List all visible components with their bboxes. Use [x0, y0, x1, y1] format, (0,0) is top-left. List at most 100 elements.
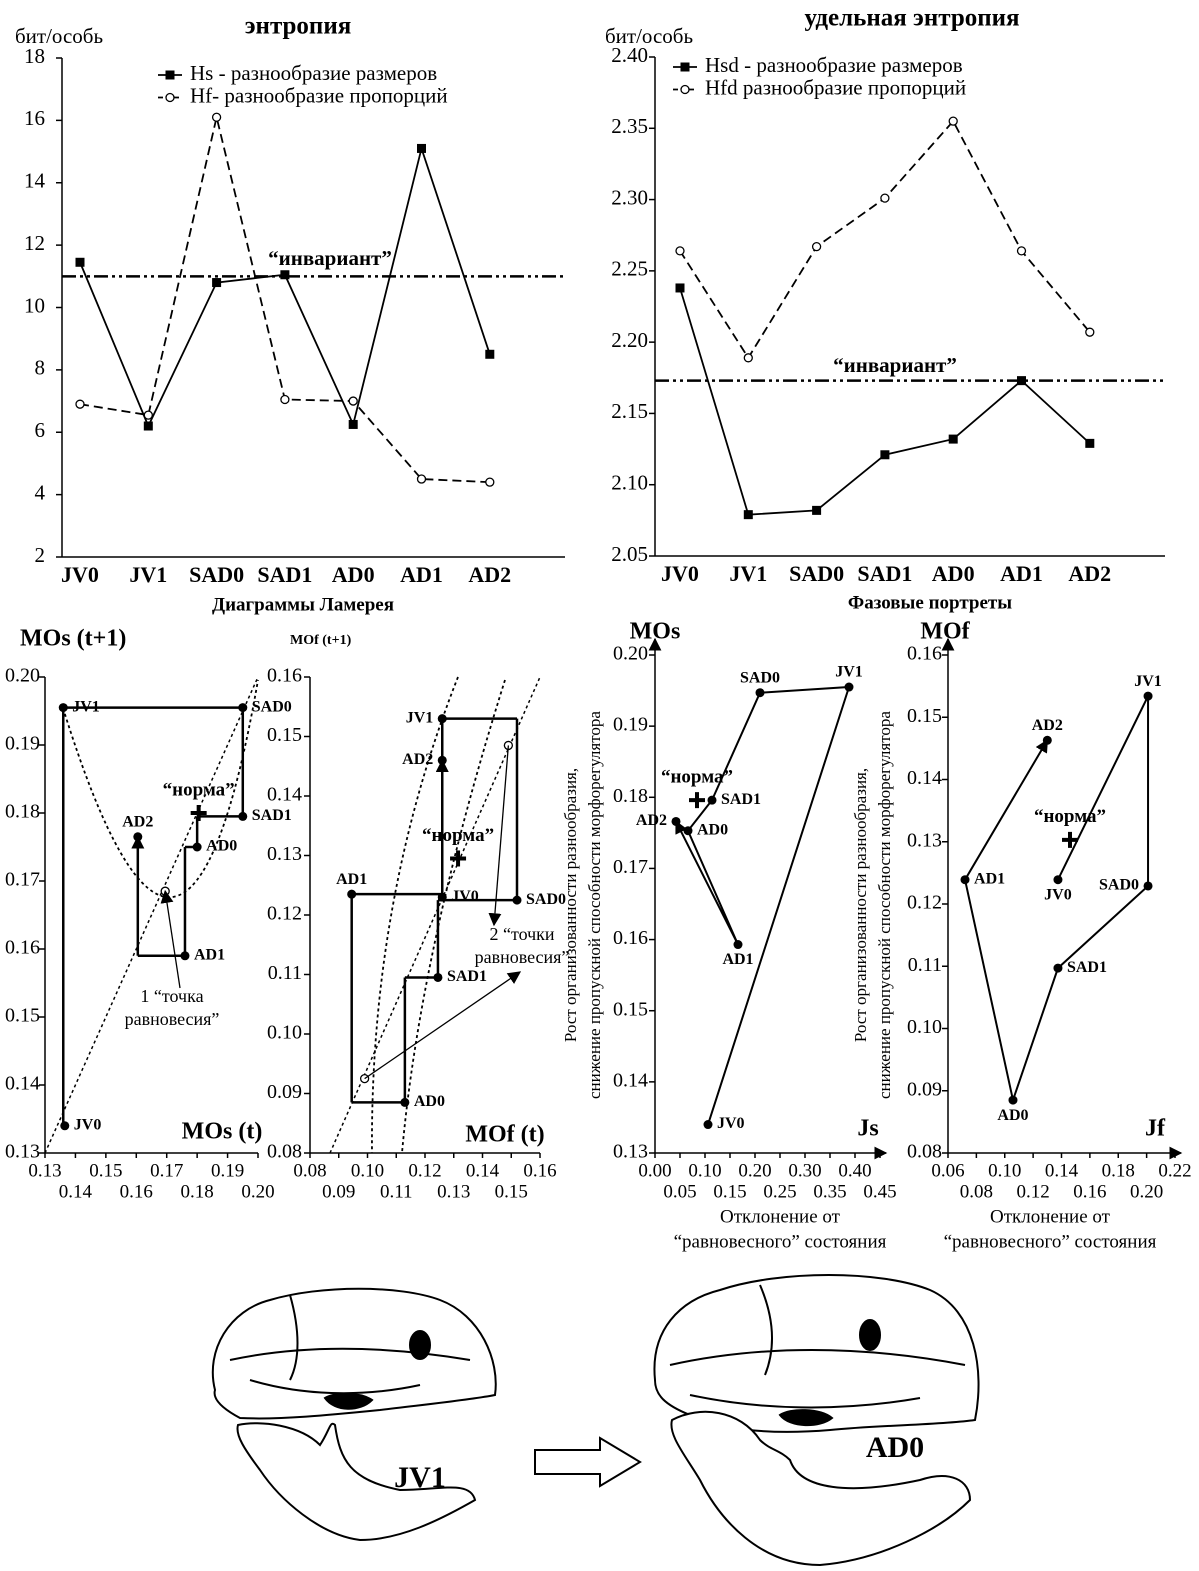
- norm-label: “норма”: [163, 779, 235, 800]
- y-tick-label: 2.25: [611, 257, 648, 281]
- y-tick-label: 0.13: [5, 1141, 40, 1163]
- x-tick-label: 0.00: [638, 1160, 671, 1181]
- data-point: [675, 246, 685, 256]
- point-label: AD0: [697, 821, 728, 838]
- section-heading: Диаграммы Ламерея: [212, 594, 394, 615]
- x-tick-label: 0.11: [380, 1181, 413, 1202]
- data-point: [238, 703, 248, 713]
- point-label: AD1: [974, 870, 1005, 887]
- point-label: SAD0: [740, 669, 780, 686]
- y-tick-label: 0.14: [907, 767, 942, 789]
- y-axis-title: Рост организованности разнообразия,: [561, 768, 580, 1042]
- x-tick-label: 0.05: [663, 1181, 696, 1202]
- illustration-label: JV1: [394, 1461, 446, 1494]
- point-label: AD1: [722, 951, 753, 968]
- x-tick-label: 0.13: [28, 1160, 61, 1181]
- norm-label: “норма”: [422, 825, 494, 846]
- data-point: [733, 940, 743, 950]
- x-axis-title: “равновесного” состояния: [674, 1231, 887, 1252]
- point-label: AD2: [402, 751, 433, 768]
- x-tick-label: 0.08: [960, 1181, 993, 1202]
- y-tick-label: 0.10: [907, 1016, 942, 1038]
- identity-line: [329, 676, 541, 1154]
- y-tick-label: 0.14: [5, 1073, 40, 1095]
- x-tick-label: AD1: [1000, 561, 1043, 586]
- y-tick-label: 2.35: [611, 114, 648, 138]
- skull-outline: [211, 1287, 497, 1420]
- data-point: [485, 477, 495, 487]
- x-tick-label: 0.22: [1158, 1160, 1191, 1181]
- legend-marker: [165, 92, 175, 103]
- y-axis-title: Рост организованности разнообразия,: [851, 768, 870, 1042]
- y-axis-label: MOs: [630, 619, 681, 645]
- x-axis-label: Js: [857, 1116, 878, 1142]
- y-tick-label: 2.15: [611, 399, 648, 423]
- x-tick-label: SAD0: [789, 561, 844, 586]
- skull-detail: [409, 1330, 431, 1360]
- x-tick-label: AD0: [932, 561, 975, 586]
- y-tick-label: 0.10: [267, 1022, 302, 1044]
- x-axis-label: MOs (t): [182, 1119, 263, 1145]
- data-point: [58, 703, 68, 713]
- x-axis-title: “равновесного” состояния: [944, 1231, 1157, 1252]
- y-axis-title: снижение пропускной способности морфорег…: [585, 711, 604, 1099]
- x-tick-label: 0.10: [688, 1160, 721, 1181]
- data-point: [671, 816, 681, 826]
- annotation-arrow: [364, 971, 522, 1080]
- data-point: [75, 257, 85, 267]
- map-curve: [371, 676, 459, 1154]
- y-tick-label: 0.09: [267, 1081, 302, 1103]
- point-label: JV0: [717, 1115, 745, 1132]
- x-tick-label: JV1: [729, 561, 767, 586]
- data-point: [143, 421, 153, 431]
- x-tick-label: AD2: [1068, 561, 1111, 586]
- x-tick-label: 0.35: [813, 1181, 846, 1202]
- equilibrium-label: 1 “точка: [140, 986, 203, 1006]
- data-point: [1085, 327, 1095, 337]
- y-axis-title: снижение пропускной способности морфорег…: [875, 711, 894, 1099]
- x-tick-label: 0.18: [181, 1181, 214, 1202]
- data-point: [1042, 735, 1052, 745]
- skull-detail: [778, 1409, 834, 1427]
- data-point: [812, 505, 822, 515]
- data-point: [211, 112, 222, 122]
- y-tick-label: 0.14: [613, 1069, 648, 1091]
- point-label: SAD1: [721, 791, 761, 808]
- x-axis-title: Отклонение от: [720, 1206, 841, 1227]
- x-tick-label: 0.45: [863, 1181, 896, 1202]
- legend-label: Hsd - разнообразие размеров: [705, 53, 963, 77]
- data-point: [180, 951, 190, 961]
- data-point: [348, 419, 358, 429]
- y-tick-label: 0.14: [267, 784, 302, 806]
- x-tick-label: 0.09: [322, 1181, 355, 1202]
- y-tick-label: 0.19: [613, 714, 648, 736]
- legend-marker: [680, 62, 690, 72]
- data-point: [433, 972, 443, 982]
- data-point: [683, 826, 693, 836]
- x-tick-label: JV1: [129, 562, 167, 587]
- section-heading: Фазовые портреты: [848, 592, 1012, 613]
- y-tick-label: 0.18: [5, 801, 40, 823]
- equilibrium-label: равновесия”: [125, 1009, 220, 1029]
- y-tick-label: 6: [35, 418, 46, 442]
- data-point: [880, 193, 890, 203]
- y-tick-label: 0.19: [5, 733, 40, 755]
- norm-label: “норма”: [661, 766, 733, 787]
- y-tick-label: 16: [24, 106, 45, 130]
- x-tick-label: 0.20: [738, 1160, 771, 1181]
- series-line: [79, 117, 490, 484]
- x-tick-label: 0.16: [1073, 1181, 1106, 1202]
- equilibrium-label: равновесия”: [475, 947, 570, 967]
- x-tick-label: 0.08: [293, 1160, 326, 1181]
- data-point: [743, 353, 753, 363]
- x-tick-label: 0.20: [241, 1181, 274, 1202]
- x-tick-label: 0.16: [523, 1160, 556, 1181]
- y-axis-label: бит/особь: [605, 24, 693, 48]
- data-point: [75, 399, 85, 409]
- point-label: SAD1: [252, 807, 292, 824]
- data-point: [755, 688, 765, 698]
- x-axis-label: MOf (t): [465, 1122, 544, 1148]
- y-tick-label: 2: [35, 543, 46, 567]
- x-tick-label: 0.13: [437, 1181, 470, 1202]
